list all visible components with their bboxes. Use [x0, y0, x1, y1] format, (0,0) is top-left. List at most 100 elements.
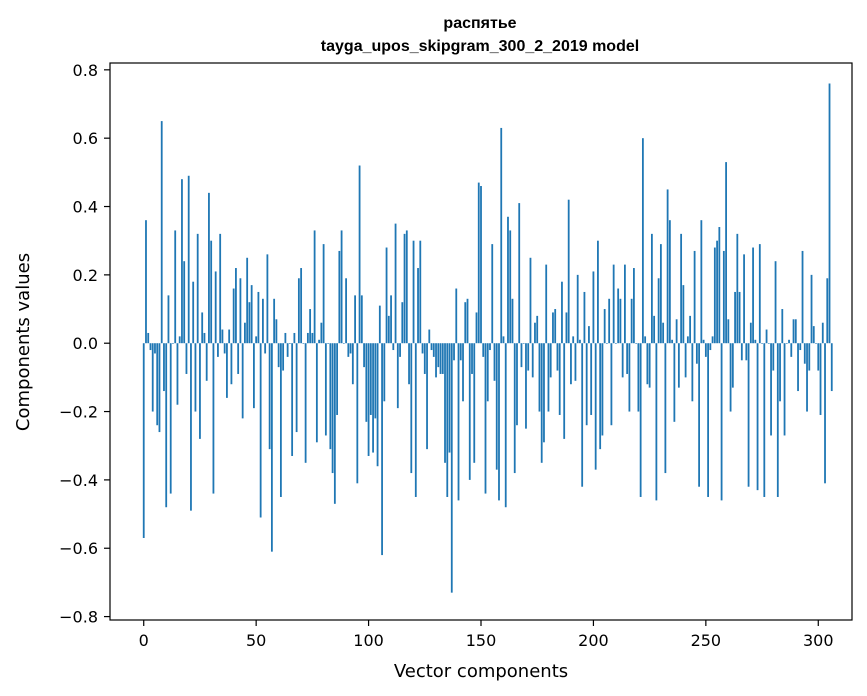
- bar: [574, 343, 577, 381]
- bar: [212, 343, 215, 494]
- bar: [423, 343, 426, 374]
- bar: [264, 343, 267, 354]
- bar: [592, 271, 595, 344]
- bar: [432, 343, 435, 357]
- bar: [597, 240, 599, 344]
- x-tick-label: 100: [353, 631, 384, 650]
- y-tick-label: −0.2: [59, 403, 98, 422]
- bar: [558, 343, 561, 415]
- bar: [612, 264, 615, 344]
- bar: [493, 343, 496, 381]
- bar: [392, 343, 395, 351]
- y-axis-label: Components values: [13, 253, 34, 431]
- bar: [232, 288, 235, 344]
- bar: [295, 343, 298, 433]
- chart-title: распятье: [443, 15, 516, 32]
- bar: [196, 233, 199, 344]
- bar: [788, 339, 790, 344]
- bar: [235, 268, 237, 344]
- bar: [522, 343, 525, 344]
- bar: [226, 343, 228, 398]
- bar: [677, 343, 680, 388]
- y-axis-ticks: −0.8 −0.6 −0.4 −0.2 0.0 0.2 0.4 0.6 0.8: [59, 61, 110, 627]
- bar: [351, 343, 354, 385]
- bar: [547, 343, 550, 412]
- bar: [365, 343, 368, 422]
- bar: [734, 291, 736, 344]
- bar: [405, 230, 408, 344]
- bar: [828, 83, 831, 344]
- bar: [619, 298, 622, 344]
- bar: [525, 343, 527, 429]
- bar: [641, 138, 644, 344]
- bar: [662, 322, 665, 344]
- bar: [779, 343, 781, 402]
- bar: [635, 343, 638, 344]
- bar: [428, 329, 431, 344]
- x-tick-label: 150: [466, 631, 497, 650]
- bar: [219, 233, 222, 344]
- bar: [441, 343, 444, 374]
- bar: [774, 261, 777, 344]
- bar: [646, 343, 649, 385]
- bar: [241, 343, 244, 419]
- bar: [540, 343, 543, 463]
- bar: [824, 343, 826, 484]
- bar: [495, 343, 498, 470]
- bar: [770, 343, 772, 436]
- bar: [327, 343, 329, 344]
- bar: [785, 343, 788, 344]
- bar: [684, 343, 687, 378]
- bar: [237, 343, 240, 374]
- bar: [403, 233, 406, 344]
- bar: [291, 343, 294, 456]
- bar: [255, 336, 258, 344]
- bar: [279, 343, 282, 497]
- y-tick-label: −0.6: [59, 539, 98, 558]
- x-axis-ticks: 0 50 100 150 200 250 300: [139, 620, 834, 650]
- bar: [745, 343, 748, 361]
- bar: [318, 339, 321, 344]
- bar: [376, 343, 379, 467]
- bar: [244, 322, 246, 344]
- bar: [826, 278, 829, 344]
- bar: [808, 343, 811, 371]
- bar: [444, 343, 446, 463]
- bar: [729, 343, 732, 412]
- bar: [446, 343, 449, 497]
- bar: [358, 165, 361, 344]
- bar: [585, 343, 588, 426]
- bar: [448, 343, 451, 453]
- bar: [507, 216, 509, 344]
- bar: [277, 343, 280, 368]
- bar: [435, 343, 437, 378]
- bar: [199, 343, 201, 439]
- bar: [336, 343, 338, 415]
- bar: [273, 298, 276, 344]
- bar: [356, 343, 359, 484]
- bar: [689, 315, 692, 344]
- bar: [702, 339, 705, 344]
- bar: [396, 343, 399, 409]
- bar: [549, 343, 552, 378]
- bar: [700, 220, 703, 344]
- bar: [399, 343, 401, 357]
- bar: [821, 322, 824, 344]
- bar: [145, 220, 147, 344]
- bar: [511, 298, 514, 344]
- bar: [725, 162, 727, 344]
- x-tick-label: 200: [578, 631, 609, 650]
- bar: [174, 230, 177, 344]
- bar: [167, 295, 170, 344]
- y-tick-label: 0.6: [73, 129, 98, 148]
- y-tick-label: −0.4: [59, 471, 98, 490]
- bar: [192, 281, 195, 344]
- bar: [239, 278, 242, 344]
- bar: [163, 343, 165, 392]
- bar: [516, 343, 518, 426]
- bar: [527, 343, 530, 371]
- bar: [156, 343, 159, 426]
- bar: [201, 312, 204, 344]
- x-tick-label: 300: [803, 631, 834, 650]
